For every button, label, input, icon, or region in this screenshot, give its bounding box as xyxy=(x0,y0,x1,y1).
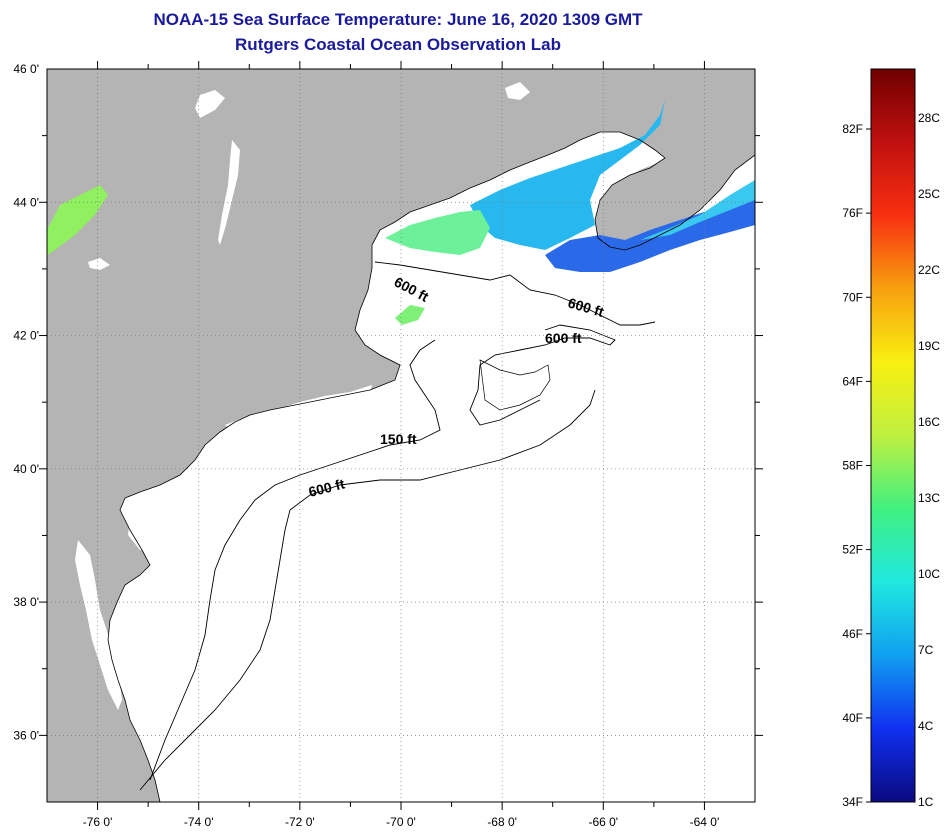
lat-tick-label: 46 0' xyxy=(13,62,39,76)
colorbar-c-label: 28C xyxy=(918,111,940,125)
map-subtitle: Rutgers Coastal Ocean Observation Lab xyxy=(235,35,561,54)
colorbar-f-label: 52F xyxy=(842,543,863,557)
contour-georges xyxy=(479,359,551,411)
lat-tick-label: 36 0' xyxy=(13,728,39,742)
lat-tick-label: 40 0' xyxy=(13,462,39,476)
contour-label: 150 ft xyxy=(380,431,417,447)
land-north xyxy=(47,69,755,802)
colorbar-c-label: 13C xyxy=(918,491,940,505)
lat-tick-label: 42 0' xyxy=(13,329,39,343)
colorbar-f-label: 34F xyxy=(842,795,863,809)
contour-150ft xyxy=(149,339,441,781)
lake-small-1 xyxy=(195,90,225,118)
colorbar-c-label: 10C xyxy=(918,567,940,581)
colorbar-f-label: 46F xyxy=(842,627,863,641)
lon-tick-label: -76 0' xyxy=(83,815,113,829)
colorbar-fahrenheit-labels: 82F 76F 70F 64F 58F 52F 46F 40F 34F xyxy=(842,122,871,809)
contour-600ft-shelf xyxy=(139,389,596,791)
lon-tick-label: -64 0' xyxy=(690,815,720,829)
land-nova-scotia xyxy=(596,100,755,250)
colorbar-f-label: 40F xyxy=(842,711,863,725)
colorbar-c-label: 22C xyxy=(918,263,940,277)
colorbar-f-label: 64F xyxy=(842,374,863,388)
colorbar-f-label: 76F xyxy=(842,206,863,220)
lon-tick-label: -66 0' xyxy=(588,815,618,829)
colorbar-c-label: 25C xyxy=(918,187,940,201)
lon-tick-label: -68 0' xyxy=(487,815,517,829)
lake-small-2 xyxy=(505,82,530,100)
colorbar-c-label: 1C xyxy=(918,795,934,809)
map-title: NOAA-15 Sea Surface Temperature: June 16… xyxy=(153,10,643,29)
map-layers xyxy=(47,69,755,802)
lake-small-3 xyxy=(88,258,110,270)
lon-tick-label: -70 0' xyxy=(386,815,416,829)
contour-label: 600 ft xyxy=(545,330,582,346)
delaware-bay xyxy=(128,520,160,555)
colorbar-c-label: 19C xyxy=(918,339,940,353)
axis-tick-labels: -76 0' -74 0' -72 0' -70 0' -68 0' -66 0' -64 … xyxy=(13,62,719,829)
colorbar-c-label: 4C xyxy=(918,719,934,733)
sst-warm-patch xyxy=(385,210,490,255)
colorbar-f-label: 58F xyxy=(842,459,863,473)
colorbar-c-label: 7C xyxy=(918,643,934,657)
coastline xyxy=(107,131,755,802)
sst-warm-patch-2 xyxy=(395,305,425,325)
contour-gulf-maine xyxy=(374,261,656,426)
lon-tick-label: -74 0' xyxy=(184,815,214,829)
colorbar xyxy=(870,68,916,803)
colorbar-f-label: 70F xyxy=(842,290,863,304)
lat-tick-label: 38 0' xyxy=(13,595,39,609)
gulf-of-maine-ocean xyxy=(160,210,755,802)
lake-champlain xyxy=(218,140,240,245)
axis-ticks xyxy=(39,61,763,810)
sst-mid-patch xyxy=(470,100,665,250)
sst-lake-patch xyxy=(47,185,108,255)
lon-tick-label: -72 0' xyxy=(285,815,315,829)
colorbar-c-label: 16C xyxy=(918,415,940,429)
chesapeake-bay xyxy=(75,540,122,710)
lat-tick-label: 44 0' xyxy=(13,195,39,209)
colorbar-f-label: 82F xyxy=(842,122,863,136)
colorbar-celsius-labels: 28C 25C 22C 19C 16C 13C 10C 7C 4C 1C xyxy=(918,111,940,809)
